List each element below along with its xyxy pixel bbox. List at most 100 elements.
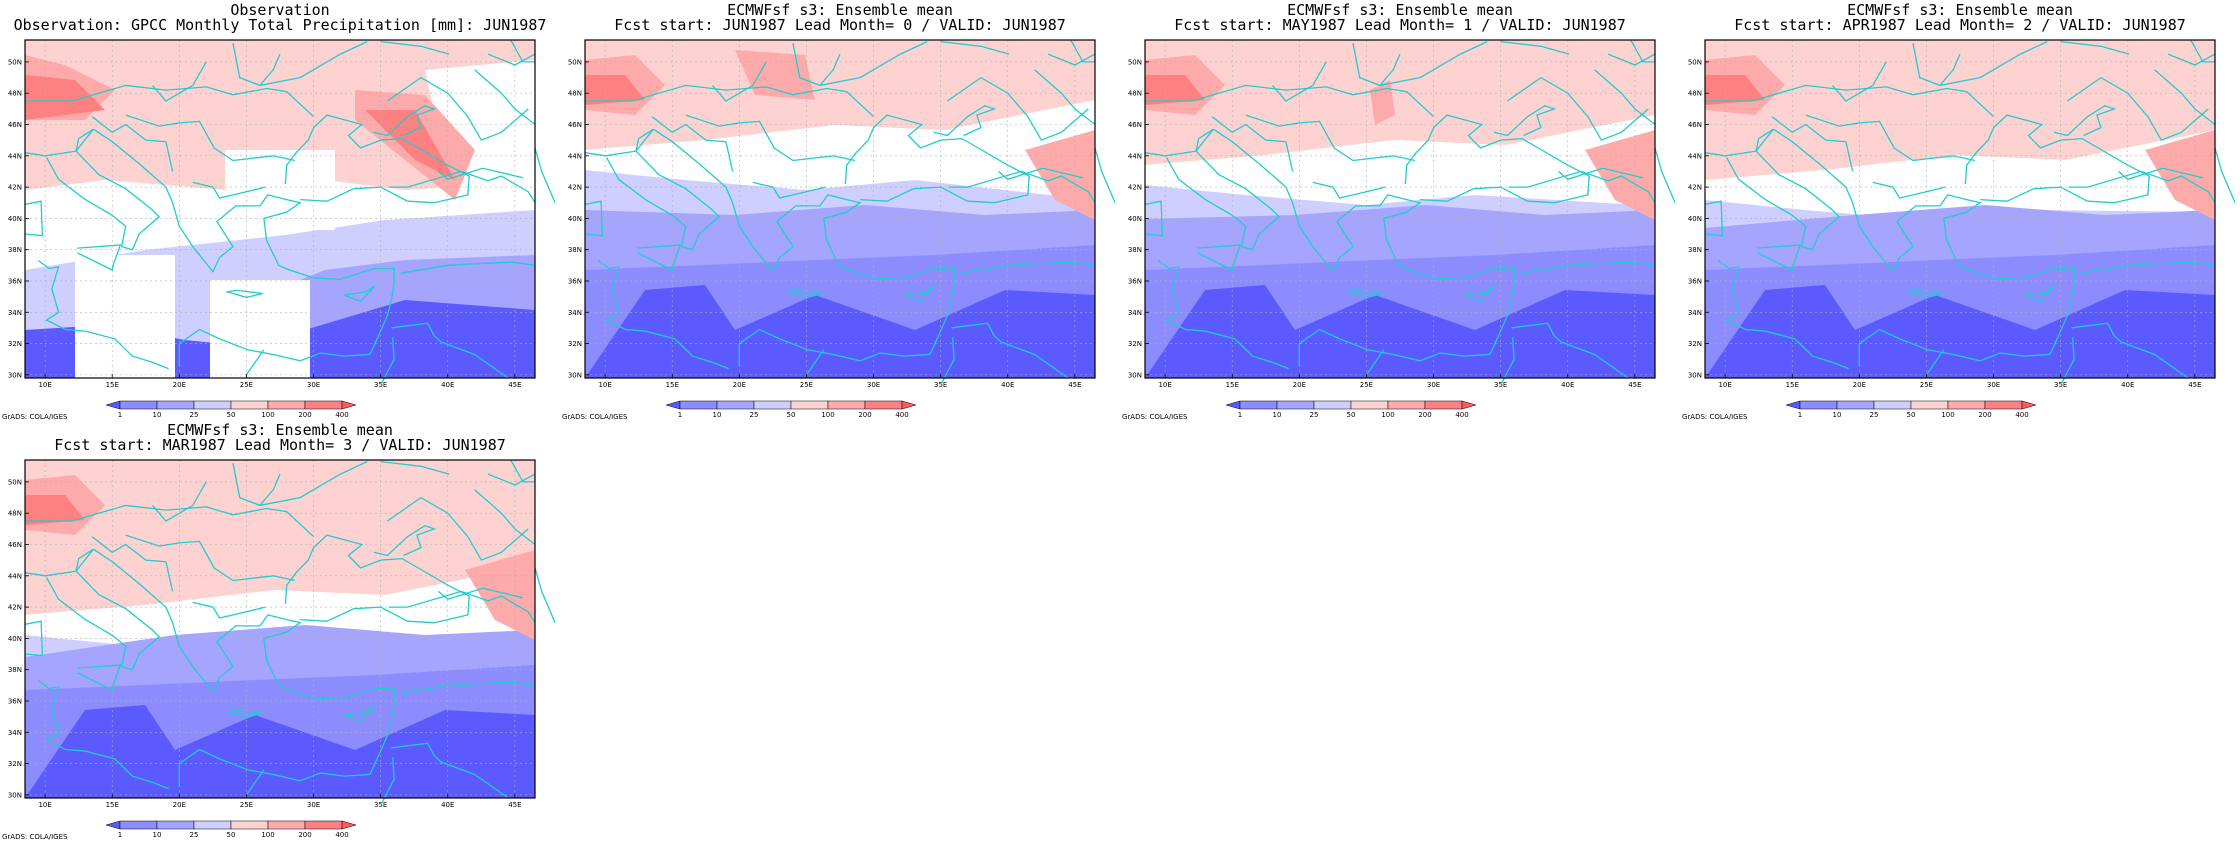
coastline [1771,116,1854,172]
coastline [1272,61,1327,102]
coastline [1594,69,1656,126]
coastline [437,587,524,601]
coastline [1070,39,1095,63]
colorbar-segment [1873,400,1912,410]
map-grid [25,460,535,798]
colorbar-arrow-low [105,400,121,410]
colorbar-label: 25 [750,411,759,419]
colorbar-segment [156,820,195,830]
lon-tick-label: 30E [307,381,320,389]
coastline [1705,84,1995,118]
lat-tick-label: 40N [1688,215,1702,223]
coastline [24,620,44,657]
lat-tick-label: 50N [1128,58,1142,66]
lon-tick-label: 25E [800,381,813,389]
lat-tick-label: 30N [8,371,22,379]
precip-contour-region [1705,285,2215,378]
coastline [951,322,1069,379]
coastline [2071,322,2189,379]
colorbar-segment [1836,400,1875,410]
coastline [1197,244,1242,271]
colorbar-segment [716,400,755,410]
coastline [125,114,295,162]
colorbar-segment [1350,400,1389,410]
lat-tick-label: 36N [1688,277,1702,285]
colorbar-label: 1 [118,831,122,839]
coastline [391,742,509,799]
colorbar-label: 10 [153,831,162,839]
grads-credit: GrADS: COLA/IGES [2,833,68,841]
precip-contour-region [1370,80,1395,125]
lat-tick-label: 42N [8,604,22,612]
lon-tick-label: 20E [733,381,746,389]
coastline [1493,104,1557,137]
coastline [381,757,395,803]
coastline [1718,260,1849,370]
colorbar-label: 1 [1798,411,1802,419]
coastline [1964,114,2150,204]
coastline [1144,128,1281,251]
lon-tick-label: 25E [240,381,253,389]
colorbar-label: 50 [227,411,236,419]
coastline [786,289,823,299]
panel-title: ECMWFsf s3: Ensemble mean [1287,1,1513,19]
lon-tick-label: 25E [1360,381,1373,389]
colorbar-segment [1313,400,1352,410]
lon-tick-label: 30E [1987,381,2000,389]
coastline [1757,244,1802,271]
coastline [651,116,734,172]
coastline [474,69,536,126]
coastline [1607,53,1656,66]
colorbar-segment [193,400,232,410]
coastline [940,40,1010,55]
coastline [24,128,161,251]
lon-tick-label: 15E [106,381,119,389]
precip-contour-region [465,550,535,640]
lat-tick-label: 44N [1688,152,1702,160]
colorbar-segment [864,400,903,410]
colorbar-segment [827,400,866,410]
map-panel-observation: Observation Observation: GPCC Monthly To… [0,0,560,421]
coastline [192,601,266,619]
coastline [91,536,174,592]
colorbar-label: 25 [1870,411,1879,419]
coastline [933,104,997,137]
coastline [1312,181,1386,199]
coastline [1630,39,1655,63]
lat-tick-label: 48N [8,510,22,518]
coastline [284,534,470,624]
lat-tick-label: 46N [568,121,582,129]
lon-tick-label: 15E [1786,381,1799,389]
coastline [653,128,955,355]
panel-subtitle: Fcst start: MAY1987 Lead Month= 1 / VALI… [1174,16,1626,34]
coastline [2080,261,2216,274]
lon-tick-label: 40E [1001,381,1014,389]
lon-tick-label: 15E [106,801,119,809]
coastline [947,76,1089,141]
coastline [178,328,370,367]
coastline [1245,114,1415,162]
colorbar-segment [1424,400,1463,410]
lat-tick-label: 40N [568,215,582,223]
coastline [1500,40,1570,55]
colorbar-label: 200 [298,831,311,839]
colorbar-arrow-low [105,820,121,830]
lat-tick-label: 42N [1688,184,1702,192]
precip-contour-region [425,60,535,240]
coastline [1464,285,1496,303]
coastline [1520,261,1656,274]
colorbar-label: 200 [858,411,871,419]
colorbar-label: 1 [1238,411,1242,419]
map-frame [1144,39,1656,379]
coastline [637,244,682,271]
lon-tick-label: 35E [374,801,387,809]
lon-tick-label: 10E [38,801,51,809]
colorbar-label: 200 [298,411,311,419]
coastline [178,748,370,787]
coastline [1507,76,1649,141]
coastline [226,289,263,299]
colorbar-label: 10 [1833,411,1842,419]
colorbar-label: 10 [713,411,722,419]
lat-tick-label: 32N [8,760,22,768]
coastlines [1144,39,1676,383]
